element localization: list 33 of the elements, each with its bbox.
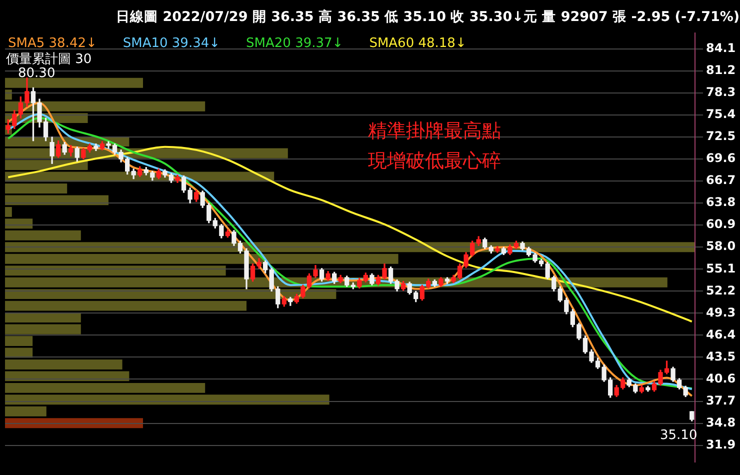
y-tick-label: 46.4 <box>706 327 736 342</box>
y-tick-label: 69.6 <box>706 151 736 166</box>
annotation: 精準掛牌最高點 <box>368 119 501 144</box>
y-tick-label: 37.7 <box>706 393 736 408</box>
text: SMA5 38.42↓ <box>8 36 97 51</box>
text: SMA20 39.37↓ <box>246 36 344 51</box>
y-tick-label: 78.3 <box>706 85 736 100</box>
y-tick-label: 55.1 <box>706 261 736 276</box>
y-tick-label: 34.8 <box>706 415 736 430</box>
bar <box>5 406 46 416</box>
text: SMA10 39.34↓ <box>122 36 220 51</box>
y-tick-label: 31.9 <box>706 437 736 452</box>
y-tick-label: 43.5 <box>706 349 736 364</box>
y-tick-label: 49.3 <box>706 305 736 320</box>
chart-title: 日線圖 2022/07/29 開 36.35 高 36.35 低 35.10 收 35.30↓元 量 92907 張 -2.95 (-7.71%) <box>116 8 740 26</box>
y-tick-label: 72.5 <box>706 129 736 144</box>
bar <box>5 418 143 428</box>
bar <box>5 300 246 311</box>
y-tick-label: 84.1 <box>706 41 736 56</box>
bar <box>5 312 81 323</box>
y-tick-label: 40.6 <box>706 371 736 386</box>
y-tick-label: 63.8 <box>706 195 736 210</box>
chart-title: 價量累計圖 30 <box>6 51 92 67</box>
y-tick-label: 52.2 <box>706 283 736 298</box>
y-tick-label: 81.2 <box>706 63 736 78</box>
line-series <box>7 146 693 323</box>
text: SMA60 48.18↓ <box>369 36 466 51</box>
y-tick-label: 58.0 <box>706 239 736 254</box>
y-tick-label: 60.9 <box>706 217 736 232</box>
y-tick-label: 75.4 <box>706 107 736 122</box>
annotation: 80.30 <box>18 66 56 81</box>
annotation: 現增破低最心碎 <box>368 149 501 174</box>
y-tick-label: 66.7 <box>706 173 736 188</box>
